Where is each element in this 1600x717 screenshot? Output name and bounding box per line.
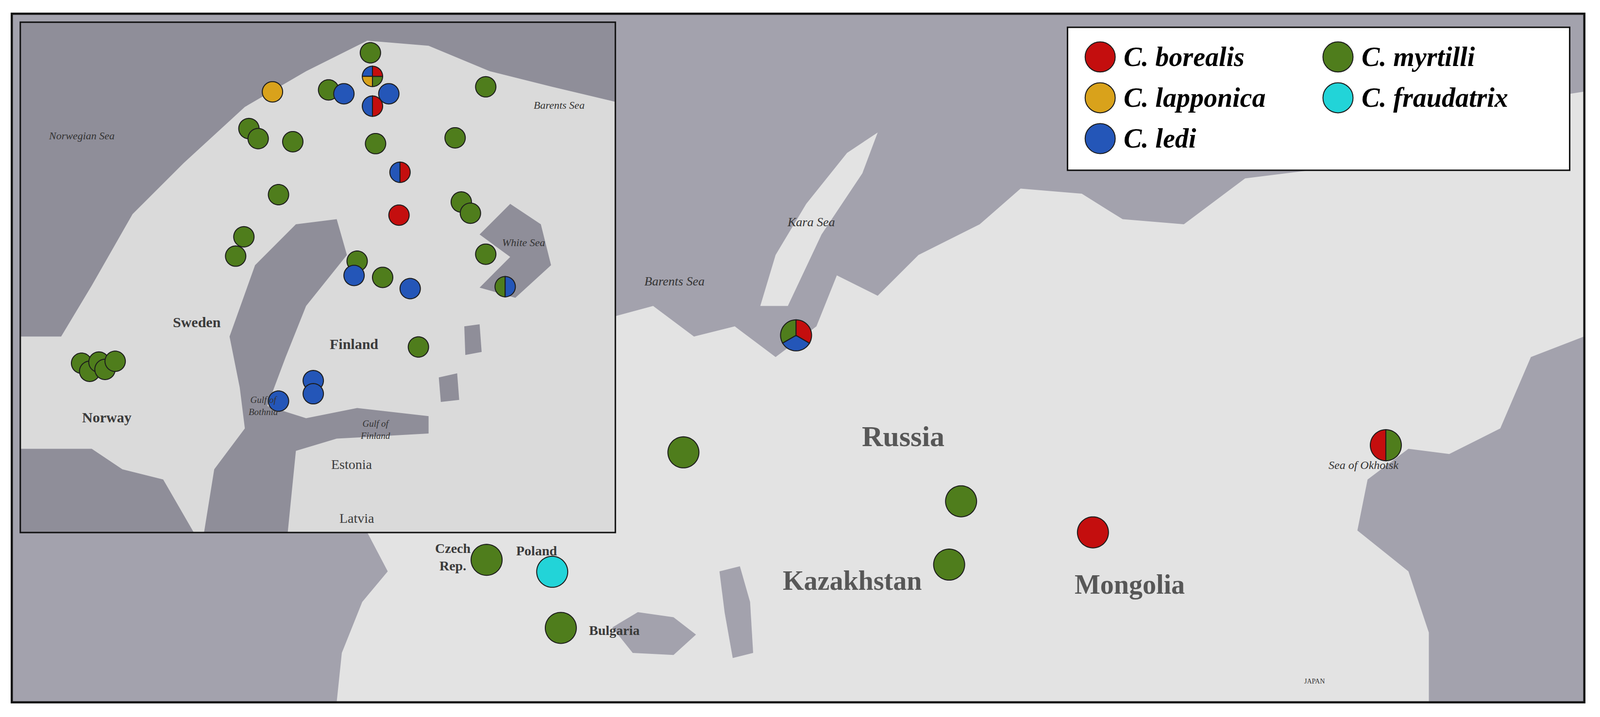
svg-text:Kazakhstan: Kazakhstan xyxy=(782,565,922,596)
svg-text:Sweden: Sweden xyxy=(172,314,221,331)
svg-text:Russia: Russia xyxy=(861,420,945,453)
svg-text:C. lapponica: C. lapponica xyxy=(1123,82,1266,113)
svg-text:Kara Sea: Kara Sea xyxy=(787,215,836,230)
svg-text:Mongolia: Mongolia xyxy=(1074,569,1185,600)
svg-text:Norway: Norway xyxy=(82,409,132,426)
svg-text:Bulgaria: Bulgaria xyxy=(589,623,640,639)
svg-text:Norwegian Sea: Norwegian Sea xyxy=(48,129,115,142)
svg-text:Gulf ofFinland: Gulf ofFinland xyxy=(360,418,391,441)
svg-text:C. ledi: C. ledi xyxy=(1123,123,1197,154)
svg-text:Gulf ofBothnia: Gulf ofBothnia xyxy=(248,394,278,418)
svg-text:Finland: Finland xyxy=(329,336,379,353)
svg-text:Latvia: Latvia xyxy=(339,510,375,526)
svg-text:C. myrtilli: C. myrtilli xyxy=(1361,41,1476,72)
svg-text:Barents Sea: Barents Sea xyxy=(533,99,585,112)
svg-text:Barents Sea: Barents Sea xyxy=(644,274,705,289)
svg-text:White Sea: White Sea xyxy=(502,236,546,249)
svg-text:C. fraudatrix: C. fraudatrix xyxy=(1361,82,1509,113)
svg-text:Sea of Okhotsk: Sea of Okhotsk xyxy=(1328,458,1399,472)
svg-text:Estonia: Estonia xyxy=(331,456,373,472)
svg-text:CzechRep.: CzechRep. xyxy=(435,540,472,574)
svg-text:C. borealis: C. borealis xyxy=(1123,41,1245,72)
svg-text:JAPAN: JAPAN xyxy=(1304,677,1325,686)
svg-text:Poland: Poland xyxy=(516,543,557,559)
